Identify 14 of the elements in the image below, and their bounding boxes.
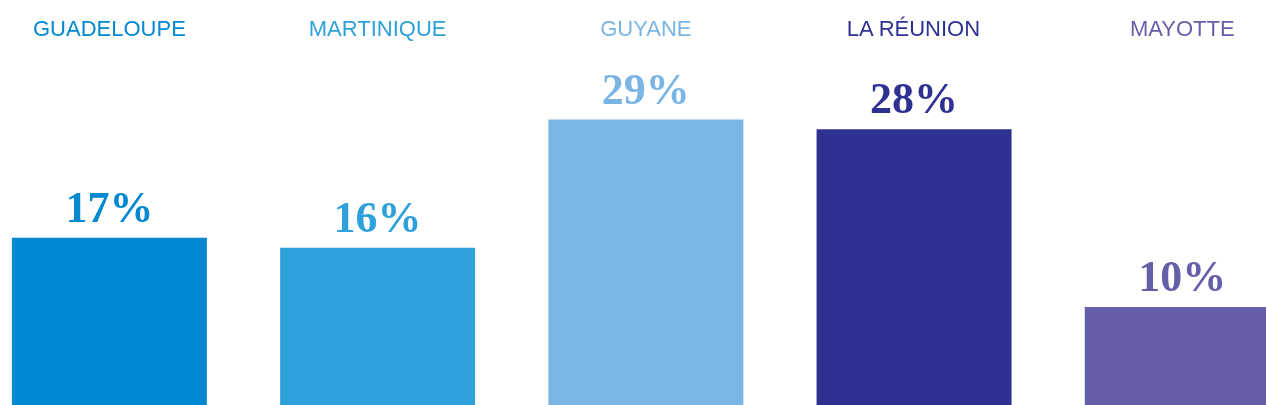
- x-tick-label: GUADELOUPE: [32, 16, 186, 41]
- data-label: 10%: [1138, 251, 1227, 301]
- x-tick-label: LA RÉUNION: [846, 16, 981, 41]
- data-label: 29%: [601, 64, 690, 114]
- bar: [548, 119, 744, 405]
- bar: [816, 129, 1012, 405]
- data-label: 16%: [333, 192, 422, 242]
- x-tick-label: GUYANE: [600, 16, 692, 41]
- data-label: 28%: [870, 74, 959, 124]
- x-tick-label: MAYOTTE: [1129, 16, 1235, 41]
- bar: [280, 247, 476, 405]
- x-tick-label: MARTINIQUE: [308, 16, 447, 41]
- data-label: 17%: [65, 182, 154, 232]
- bar: [11, 237, 207, 405]
